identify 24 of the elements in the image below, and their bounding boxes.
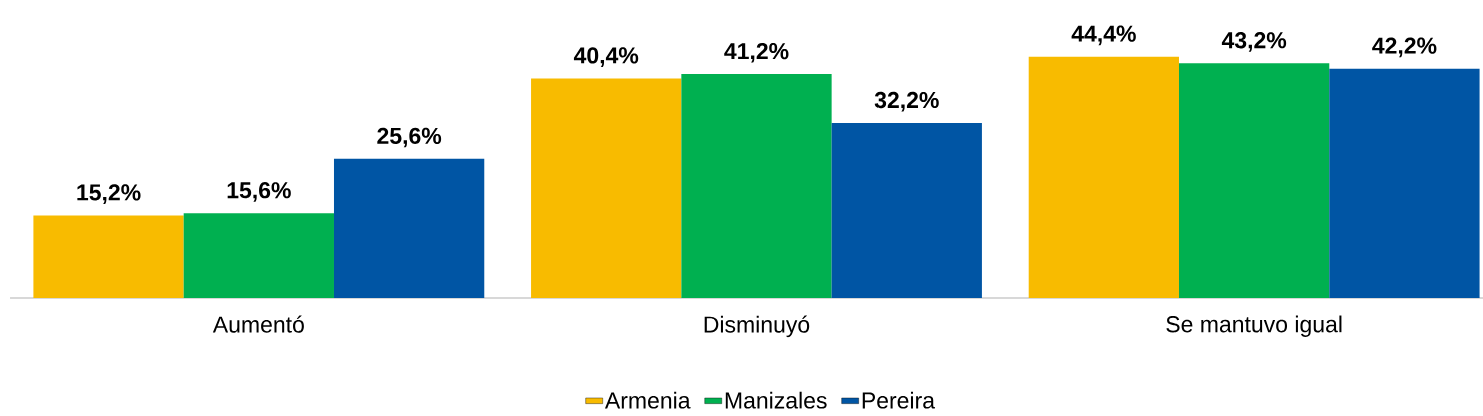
bar [1028,56,1179,298]
bar [333,158,485,298]
legend-label: Manizales [725,391,827,409]
data-label: 43,2% [1221,32,1287,52]
bar [1178,63,1330,298]
data-label: 25,6% [377,127,442,148]
data-label: 15,6% [227,182,291,202]
x-tick-label: Se mantuvo igual [1166,315,1342,337]
data-label: 40,4% [573,47,639,67]
x-tick-label: Disminuyó [704,315,810,338]
bar [531,78,682,298]
bar [33,215,184,298]
bar [681,74,832,298]
x-tick-label: Aumentó [212,315,304,333]
data-label: 42,2% [1372,37,1437,58]
data-label: 44,4% [1071,25,1136,46]
data-label: 15,2% [77,184,141,204]
legend-label: Armenia [604,391,691,409]
legend-label: Pereira [862,391,936,409]
data-label: 41,2% [724,42,789,63]
bar [1329,68,1480,298]
bar [183,213,334,298]
bar [831,123,982,298]
data-label: 32,2% [874,91,939,112]
